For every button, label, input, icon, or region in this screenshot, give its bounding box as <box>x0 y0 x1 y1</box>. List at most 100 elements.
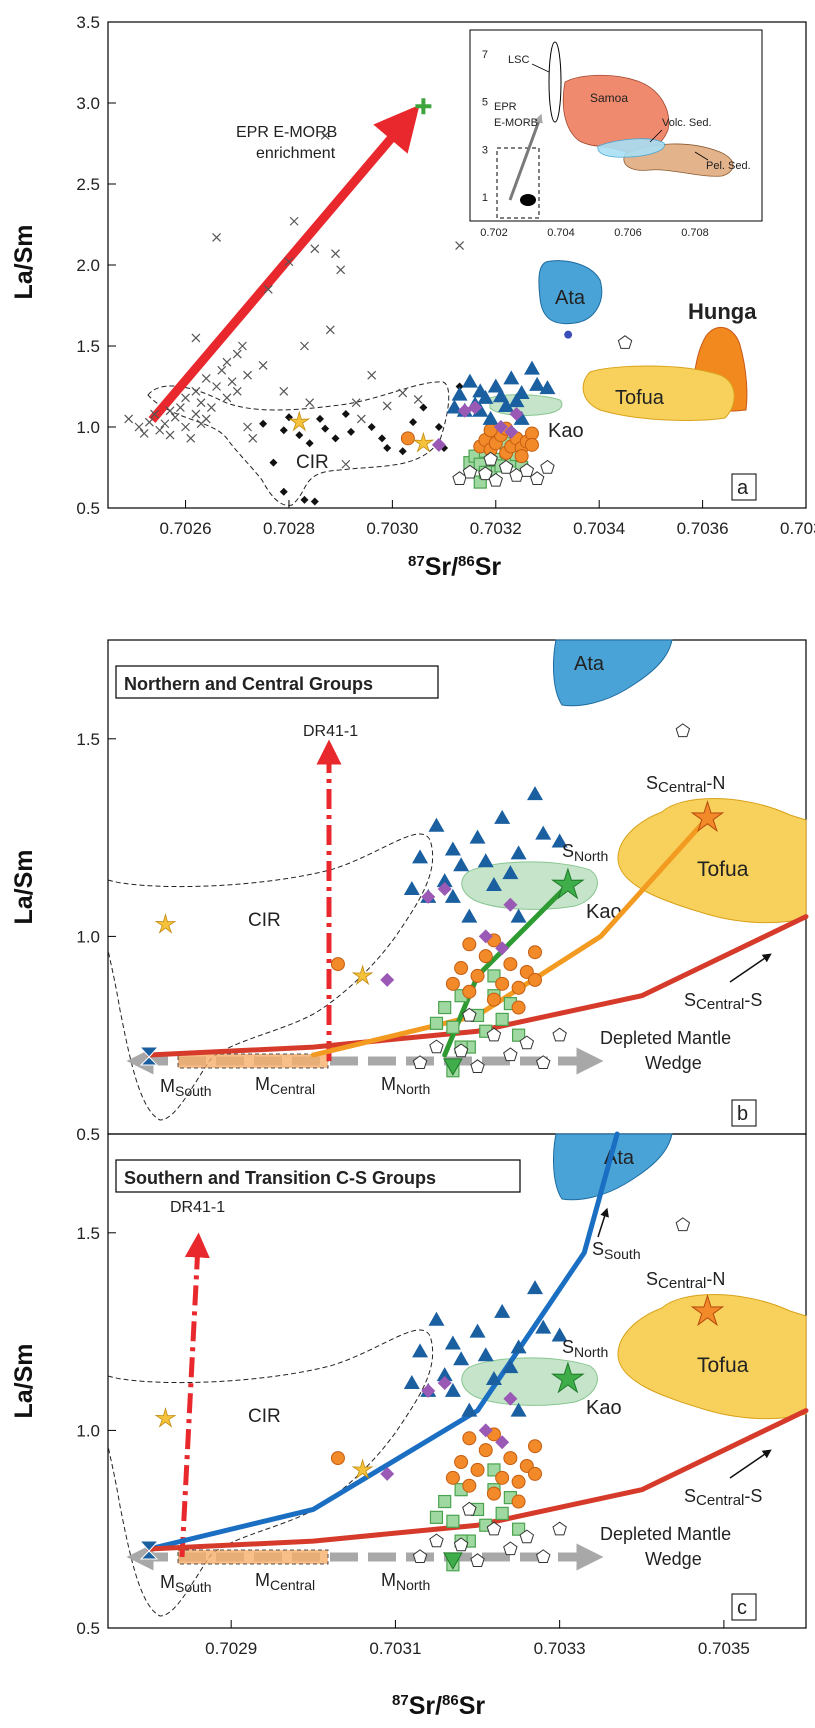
point-triangle-blue <box>482 410 499 425</box>
kao-label-c: Kao <box>586 1397 622 1419</box>
point-x-marker <box>331 249 340 259</box>
point-x-marker <box>175 403 185 412</box>
panel-a-label: a <box>737 477 749 499</box>
point-x-marker <box>222 357 232 367</box>
point-x-marker <box>455 241 465 250</box>
point-circle-orange <box>495 976 510 991</box>
scentral-n-label-c: SCentral-N <box>646 1269 725 1292</box>
point-x-marker <box>284 257 294 267</box>
point-pentagon <box>617 335 633 349</box>
x-tick-label: 0.7026 <box>160 519 212 538</box>
tofua-field-c <box>617 1294 807 1420</box>
y-tick-label: 1.0 <box>76 927 100 946</box>
tofua-label-b: Tofua <box>697 858 749 881</box>
point-circle-orange <box>486 992 501 1007</box>
point-diamond-purple <box>503 897 518 912</box>
point-pentagon <box>486 1027 502 1042</box>
panel-a-x-label: 87Sr/86Sr <box>408 553 501 581</box>
point-circle-orange <box>483 423 498 438</box>
point-triangle-blue <box>403 1374 420 1389</box>
point-pentagon <box>488 472 503 487</box>
point-triangle-blue <box>453 1351 470 1366</box>
point-star-yellow <box>288 410 311 432</box>
point-triangle-blue <box>469 829 486 844</box>
point-x-marker <box>289 216 299 226</box>
panel-b-points <box>138 723 725 1078</box>
point-pentagon <box>462 1007 477 1022</box>
panel-c-x-ticks: 0.7029 0.7031 0.7033 0.7035 <box>205 1620 750 1658</box>
point-diamond-black <box>321 424 330 433</box>
point-x-marker <box>212 382 222 391</box>
point-circle-orange <box>511 1474 526 1489</box>
ssouth-label-c: SSouth <box>592 1239 641 1262</box>
panel-b-label: b <box>737 1103 748 1125</box>
y-tick-label: 1.0 <box>76 418 100 437</box>
point-circle-orange <box>528 945 543 960</box>
point-triangle-blue <box>487 378 504 393</box>
point-triangle-blue <box>469 1323 486 1338</box>
lsc-field <box>548 41 562 123</box>
point-triangle-down-green <box>443 1552 463 1570</box>
point-pentagon <box>462 464 478 479</box>
inset-zoom-box <box>496 147 540 219</box>
point-pentagon <box>675 723 691 738</box>
point-pentagon <box>519 1529 535 1544</box>
point-diamond-purple <box>468 400 483 415</box>
y-tick-label: 3.5 <box>76 13 100 32</box>
kao-label-b: Kao <box>586 901 622 923</box>
x-tick-label: 0.7036 <box>677 519 729 538</box>
panel-a: 0.5 1.0 1.5 2.0 2.5 3.0 3.5 0.7026 0.7028 0.7030… <box>10 13 815 581</box>
y-tick-label: 1.5 <box>76 337 100 356</box>
point-triangle-blue <box>535 825 552 840</box>
panel-c-title-box <box>115 1159 521 1193</box>
point-pentagon <box>462 1501 477 1516</box>
point-diamond-black <box>295 431 304 440</box>
point-diamond-black <box>409 418 418 427</box>
point-x-marker <box>181 422 190 432</box>
ata-field-a <box>538 260 603 325</box>
y-tick-label: 0.5 <box>76 1125 100 1144</box>
point-diamond-black <box>367 423 376 431</box>
inset-epr-arrow <box>508 113 543 201</box>
point-pentagon <box>552 1521 567 1536</box>
point-diamond-purple <box>478 929 493 944</box>
panel-c-label: c <box>737 1597 747 1619</box>
point-circle-orange <box>528 1466 543 1481</box>
cir-label-c: CIR <box>248 1406 281 1427</box>
point-square-green <box>446 1020 460 1034</box>
point-pentagon <box>478 466 493 481</box>
point-x-marker <box>144 417 154 427</box>
point-circle-orange <box>511 1000 526 1015</box>
inset-x-ticks: 0.702 0.704 0.706 0.708 <box>480 227 709 239</box>
panel-c-y-label: La/Sm <box>10 1343 38 1418</box>
point-circle-orange <box>511 980 526 995</box>
point-star-yellow <box>154 1407 177 1428</box>
point-square-green <box>446 1514 460 1528</box>
wedge-label-b: Wedge <box>645 1053 702 1073</box>
inset-lsc-label: LSC <box>508 54 529 66</box>
point-x-marker <box>139 429 149 438</box>
panel-c-y-ticks: 0.5 1.0 1.5 <box>76 1224 116 1638</box>
point-x-marker <box>196 419 206 429</box>
panel-a-points <box>124 98 633 506</box>
point-triangle-blue <box>527 1280 544 1295</box>
point-diamond-purple <box>504 424 519 439</box>
inset-volc-pointer <box>649 129 663 143</box>
volc-sed-field <box>597 138 665 158</box>
point-triangle-blue <box>492 388 509 403</box>
point-bowtie-blue <box>138 1046 160 1066</box>
point-diamond-black <box>455 382 464 391</box>
inset-black-cluster <box>520 194 536 206</box>
x-tick-label: 0.7029 <box>205 1639 257 1658</box>
point-square-green <box>438 1000 452 1015</box>
point-triangle-blue <box>498 397 515 412</box>
mixing-curve <box>146 1131 620 1552</box>
point-plus-green <box>415 98 432 115</box>
point-pentagon <box>536 1055 551 1069</box>
y-tick-label: 1.0 <box>76 1421 100 1440</box>
point-triangle-blue <box>461 373 478 388</box>
point-x-marker <box>398 388 408 398</box>
point-circle-orange <box>330 957 345 972</box>
inset-x-tick-label: 0.708 <box>681 227 709 239</box>
point-diamond-purple <box>493 420 508 434</box>
